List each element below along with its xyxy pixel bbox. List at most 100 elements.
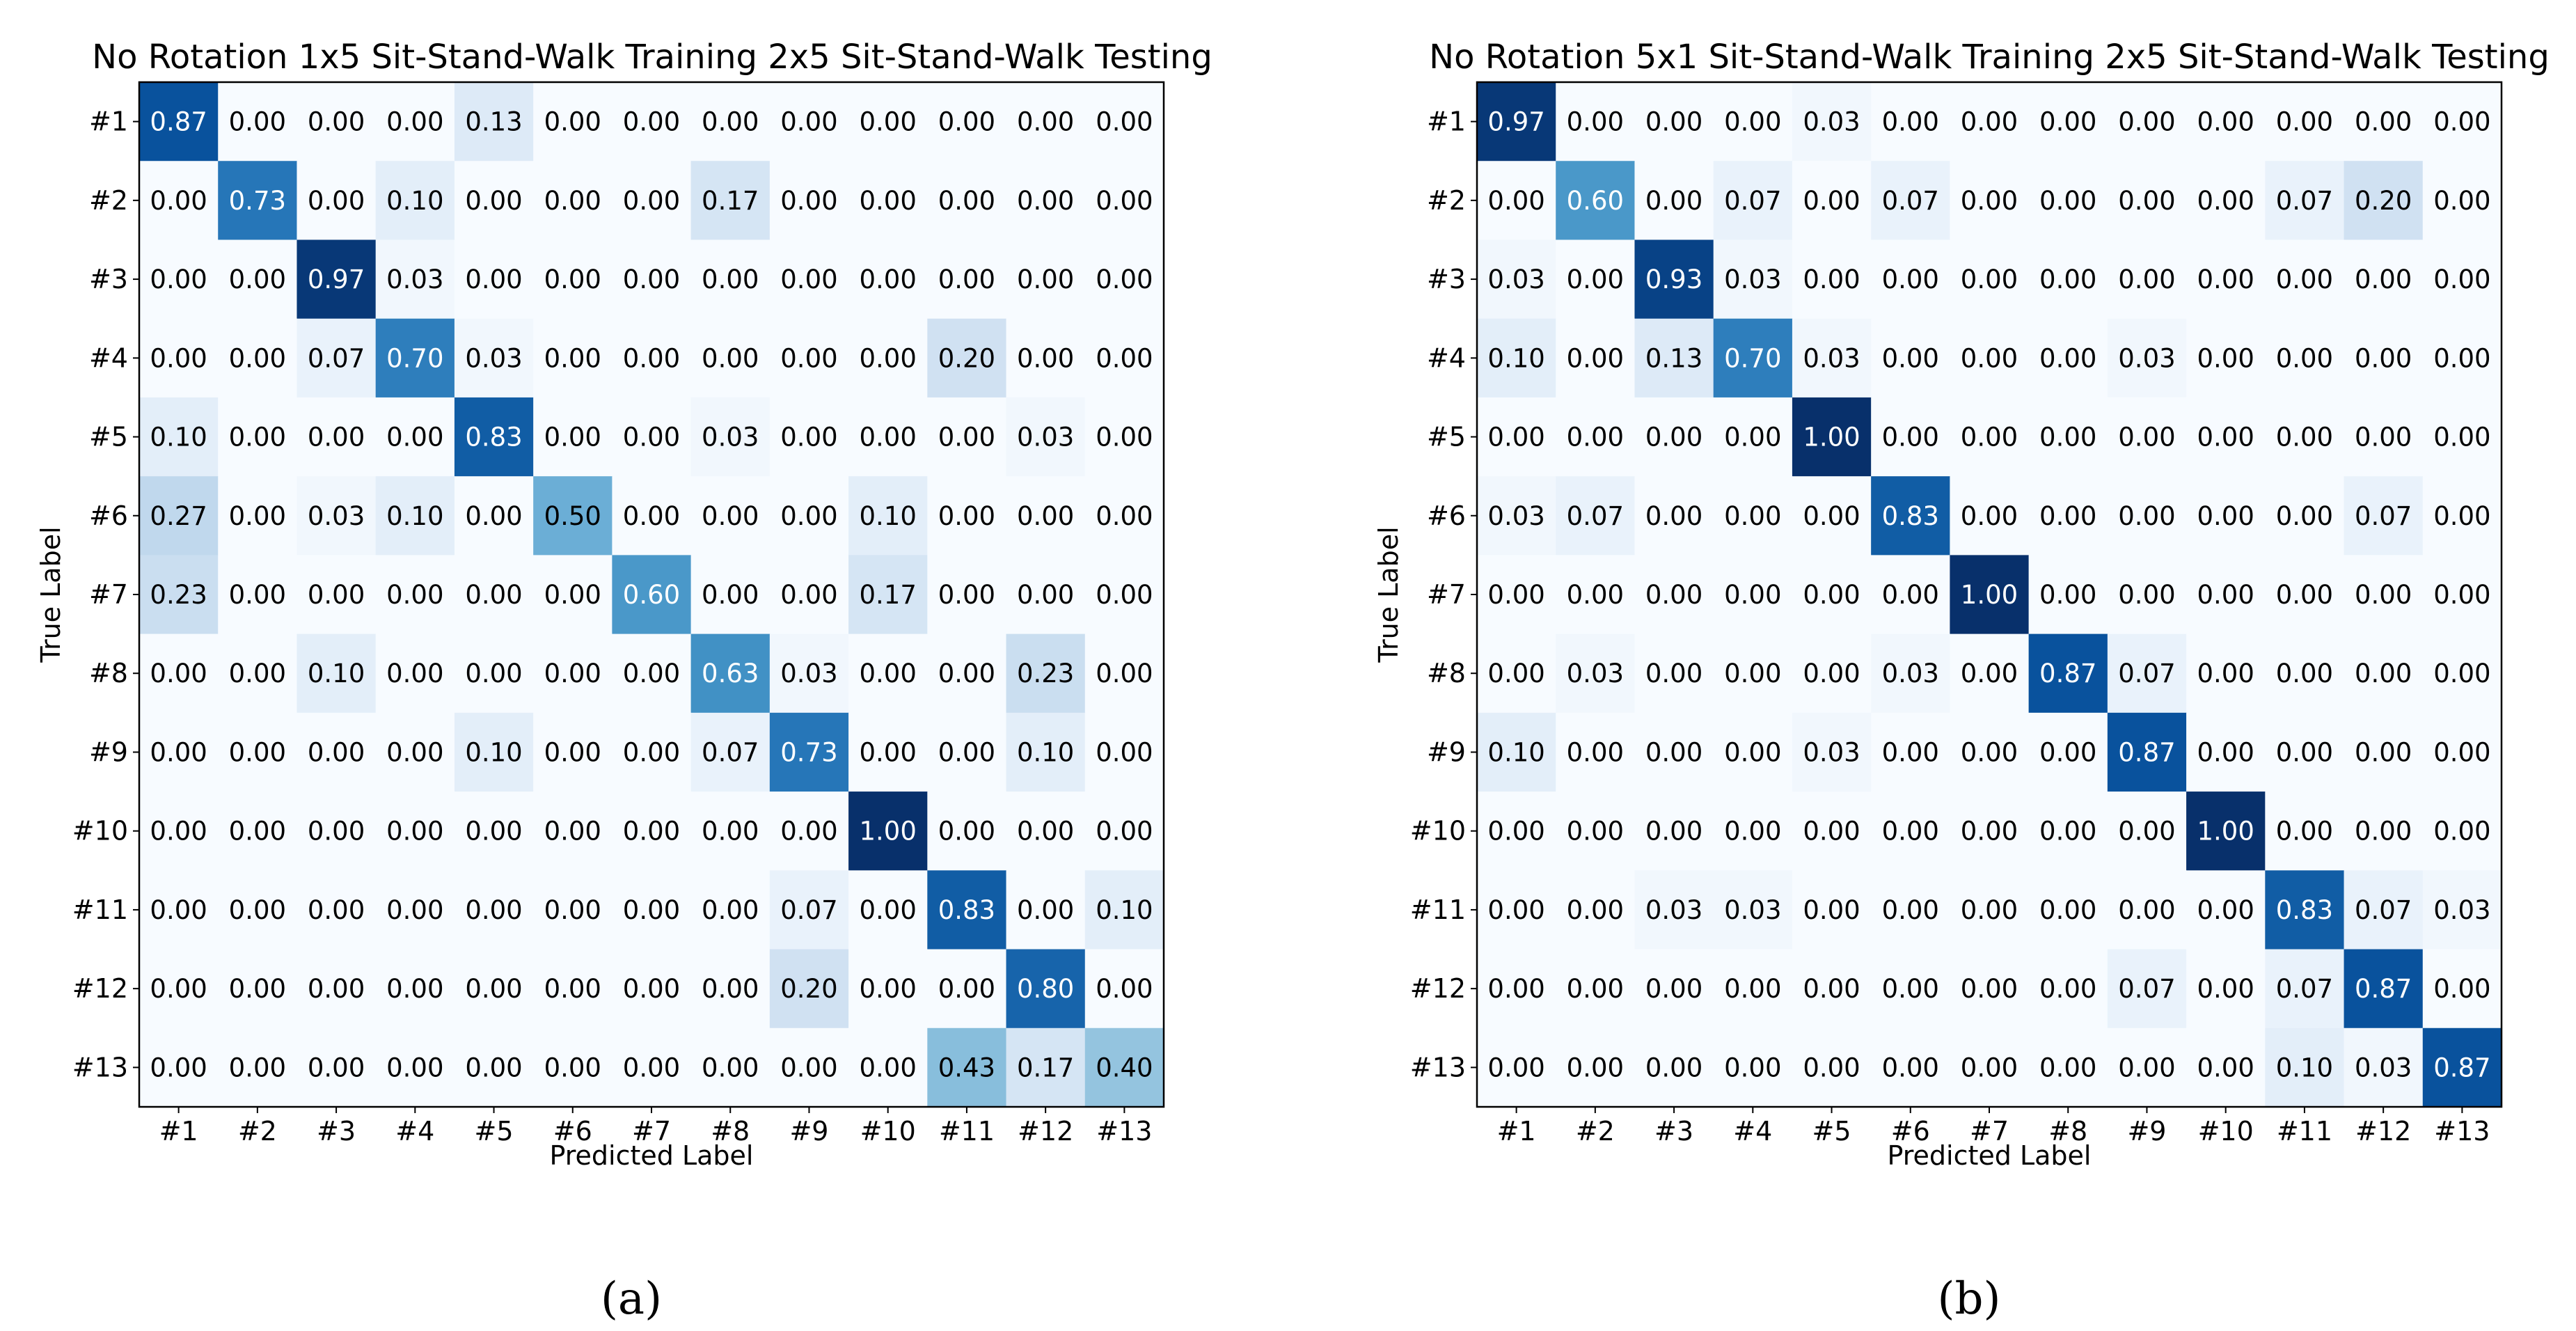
cell-value-label: 0.00 xyxy=(2118,580,2175,610)
cell-value-label: 0.03 xyxy=(1487,265,1544,294)
cell-value-label: 0.00 xyxy=(938,501,995,531)
heatmap-cell xyxy=(927,397,1007,477)
cell-value-label: 0.00 xyxy=(465,974,522,1004)
heatmap-cell xyxy=(218,870,297,950)
cell-value-label: 0.00 xyxy=(1724,107,1781,137)
heatmap-cell xyxy=(2186,397,2266,477)
heatmap-cell xyxy=(2028,870,2108,950)
heatmap-cell xyxy=(1556,318,1635,398)
heatmap-cell xyxy=(2422,791,2502,871)
cell-value-label: 0.00 xyxy=(1724,974,1781,1004)
heatmap-cell xyxy=(1634,239,1714,320)
cell-value-label: 0.00 xyxy=(308,186,365,216)
heatmap-cell xyxy=(1871,949,1950,1029)
cell-value-label: 1.00 xyxy=(1961,580,2018,610)
heatmap-cell xyxy=(1477,397,1556,477)
cell-value-label: 0.87 xyxy=(2433,1053,2490,1082)
heatmap-cell xyxy=(218,1027,297,1108)
heatmap-cell xyxy=(454,712,534,792)
heatmap-cell xyxy=(769,161,849,240)
cell-value-label: 0.00 xyxy=(1961,895,2018,925)
cell-value-label: 0.70 xyxy=(1724,343,1781,373)
heatmap-cell xyxy=(769,555,849,635)
heatmap-cell xyxy=(375,870,455,950)
heatmap-cell xyxy=(1871,82,1950,162)
heatmap-cell xyxy=(1792,161,1872,240)
cell-value-label: 0.00 xyxy=(2039,343,2096,373)
x-tick-label: #10 xyxy=(860,1116,916,1147)
heatmap-cell xyxy=(139,791,219,871)
cell-value-label: 0.03 xyxy=(2433,895,2490,925)
heatmap-cell xyxy=(2422,712,2502,792)
heatmap-cell xyxy=(1634,555,1714,635)
cell-value-label: 0.13 xyxy=(465,107,522,137)
chart-title: No Rotation 1x5 Sit-Stand-Walk Training … xyxy=(92,38,1212,77)
heatmap-cell xyxy=(2028,1027,2108,1108)
heatmap-cell xyxy=(1477,555,1556,635)
heatmap-cell xyxy=(1713,161,1793,240)
cell-value-label: 0.00 xyxy=(2276,501,2333,531)
cell-value-label: 0.00 xyxy=(1645,186,1702,216)
cell-value-label: 0.00 xyxy=(1645,1053,1702,1082)
heatmap-cell xyxy=(1871,397,1950,477)
heatmap-cell xyxy=(297,1027,377,1108)
heatmap-cell xyxy=(690,633,771,714)
heatmap-cell xyxy=(375,82,455,162)
heatmap-cell xyxy=(297,712,377,792)
cell-value-label: 0.00 xyxy=(2355,659,2412,688)
cell-value-label: 0.00 xyxy=(1487,1053,1544,1082)
heatmap-cell xyxy=(1871,791,1950,871)
cell-value-label: 0.00 xyxy=(2118,423,2175,452)
heatmap-cell xyxy=(2028,633,2108,714)
x-tick-label: #5 xyxy=(475,1116,514,1147)
heatmap-cell xyxy=(533,633,613,714)
y-tick-label: #7 xyxy=(1427,579,1466,610)
heatmap-cell xyxy=(2344,633,2424,714)
confusion-matrix-a: No Rotation 1x5 Sit-Stand-Walk Training … xyxy=(35,38,1212,1325)
cell-value-label: 0.00 xyxy=(229,580,286,610)
heatmap-cell xyxy=(533,476,613,556)
cell-value-label: 0.00 xyxy=(702,107,759,137)
heatmap-cell xyxy=(2186,870,2266,950)
heatmap-cell xyxy=(2186,555,2266,635)
y-tick-label: #11 xyxy=(72,895,128,925)
x-tick-label: #9 xyxy=(2127,1116,2166,1147)
heatmap-cell xyxy=(2344,397,2424,477)
heatmap-cell xyxy=(927,318,1007,398)
heatmap-cell xyxy=(1871,476,1950,556)
heatmap-cell xyxy=(1950,633,2030,714)
heatmap-cell xyxy=(1634,318,1714,398)
heatmap-cell xyxy=(612,870,692,950)
heatmap-cell xyxy=(927,82,1007,162)
heatmap-cell xyxy=(1713,476,1793,556)
cell-value-label: 0.00 xyxy=(229,1053,286,1082)
heatmap-cell xyxy=(769,791,849,871)
heatmap-cell xyxy=(1950,555,2030,635)
heatmap-cell xyxy=(1634,791,1714,871)
heatmap-cell xyxy=(1477,239,1556,320)
heatmap-cell xyxy=(2107,82,2187,162)
heatmap-cell xyxy=(1713,239,1793,320)
heatmap-cell xyxy=(454,555,534,635)
heatmap-cell xyxy=(454,633,534,714)
heatmap-cell xyxy=(1006,318,1086,398)
heatmap-cell xyxy=(375,949,455,1029)
cell-value-label: 0.00 xyxy=(2118,895,2175,925)
heatmap-cell xyxy=(2107,397,2187,477)
heatmap-cell xyxy=(1792,633,1872,714)
cell-value-label: 0.10 xyxy=(1487,343,1544,373)
heatmap-cell xyxy=(218,82,297,162)
cell-value-label: 0.00 xyxy=(1961,817,2018,846)
cell-value-label: 0.00 xyxy=(2355,737,2412,767)
y-tick-labels: #1 #2 #3 #4 #5 #6 #7 #8 #9 #10 #11 #12 #13 xyxy=(1410,107,1477,1082)
heatmap-cell xyxy=(1950,397,2030,477)
cell-value-label: 0.00 xyxy=(308,107,365,137)
cell-value-label: 0.00 xyxy=(465,580,522,610)
heatmap-cell xyxy=(2265,82,2345,162)
y-tick-label: #9 xyxy=(1427,737,1466,767)
x-tick-label: #10 xyxy=(2198,1116,2254,1147)
cell-value-label: 0.00 xyxy=(1961,974,2018,1004)
cell-value-label: 0.00 xyxy=(1567,817,1624,846)
cell-value-label: 0.00 xyxy=(386,895,443,925)
heatmap-cell xyxy=(1713,318,1793,398)
